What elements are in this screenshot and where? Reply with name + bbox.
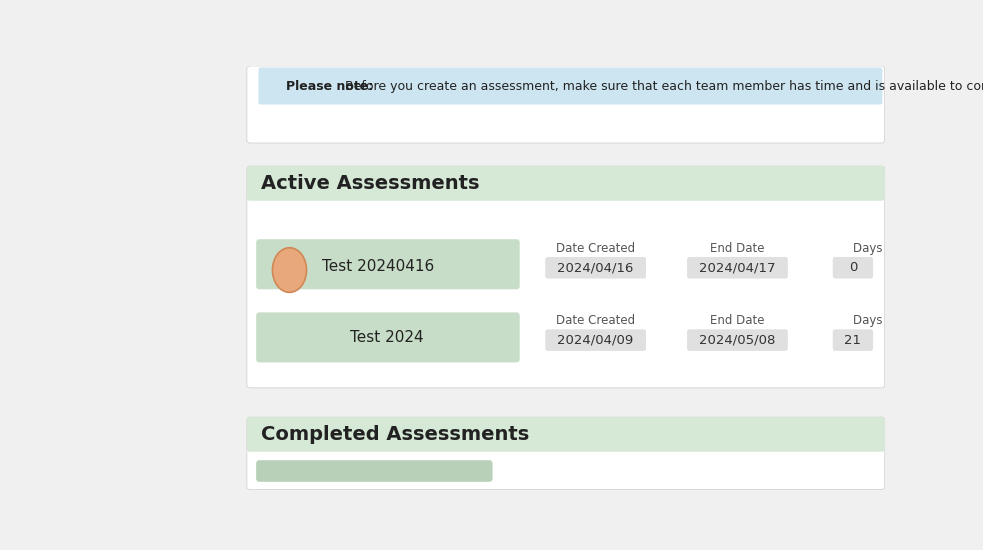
FancyBboxPatch shape <box>833 329 873 351</box>
FancyBboxPatch shape <box>259 68 883 104</box>
FancyBboxPatch shape <box>247 417 885 452</box>
FancyBboxPatch shape <box>257 460 492 482</box>
Text: 21: 21 <box>844 334 861 346</box>
Text: Date Created: Date Created <box>556 241 635 255</box>
Text: 0: 0 <box>848 261 857 274</box>
Text: Days Remaining: Days Remaining <box>853 241 949 255</box>
Text: 2024/04/16: 2024/04/16 <box>557 261 634 274</box>
FancyBboxPatch shape <box>546 257 646 278</box>
FancyBboxPatch shape <box>257 312 520 362</box>
Text: Before you create an assessment, make sure that each team member has time and is: Before you create an assessment, make su… <box>341 80 983 92</box>
FancyBboxPatch shape <box>247 166 885 388</box>
FancyBboxPatch shape <box>687 257 787 278</box>
FancyBboxPatch shape <box>833 257 873 278</box>
FancyBboxPatch shape <box>247 66 885 143</box>
Text: End Date: End Date <box>710 241 765 255</box>
Text: Active Assessments: Active Assessments <box>260 174 480 193</box>
FancyBboxPatch shape <box>546 329 646 351</box>
Text: End Date: End Date <box>710 314 765 327</box>
FancyBboxPatch shape <box>687 329 787 351</box>
Text: 2024/04/09: 2024/04/09 <box>557 334 634 346</box>
FancyBboxPatch shape <box>257 239 520 289</box>
Text: Test 2024: Test 2024 <box>350 331 424 345</box>
Text: Test 20240416: Test 20240416 <box>322 258 434 274</box>
Text: Date Created: Date Created <box>556 314 635 327</box>
Text: 2024/04/17: 2024/04/17 <box>699 261 776 274</box>
Text: Days Remaining: Days Remaining <box>853 314 949 327</box>
Ellipse shape <box>272 248 307 293</box>
Text: Completed Assessments: Completed Assessments <box>260 425 529 444</box>
Text: Please note:: Please note: <box>286 80 373 92</box>
FancyBboxPatch shape <box>247 166 885 201</box>
FancyBboxPatch shape <box>247 417 885 490</box>
Text: 2024/05/08: 2024/05/08 <box>699 334 776 346</box>
